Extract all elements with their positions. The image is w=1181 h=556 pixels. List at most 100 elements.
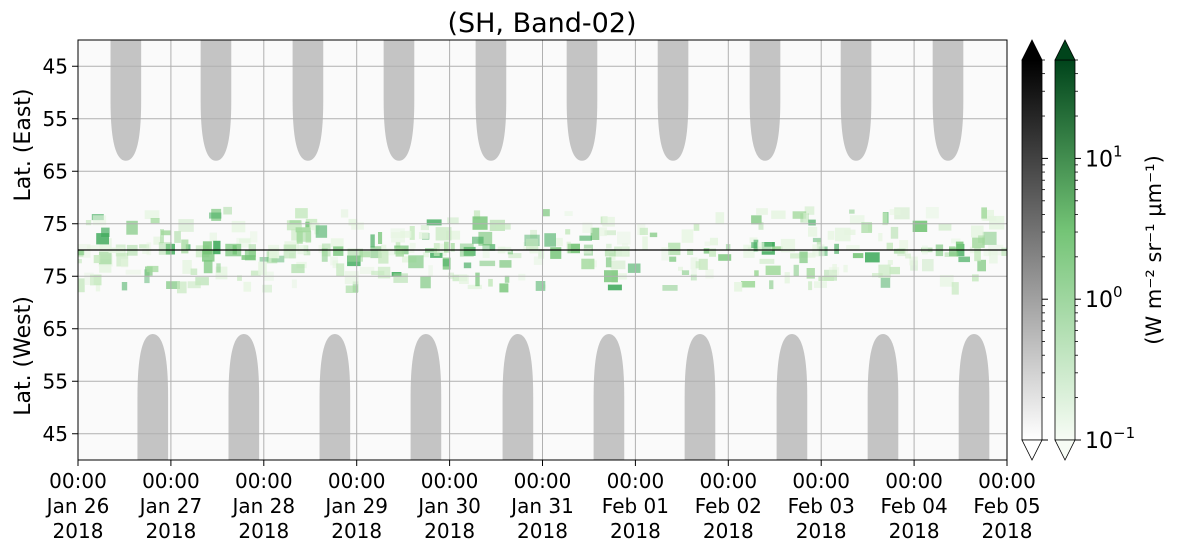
signal-patch — [972, 274, 979, 282]
signal-patch — [174, 231, 181, 243]
signal-patch — [213, 240, 221, 255]
x-tick-label: 00:00 — [142, 469, 200, 493]
signal-patch — [977, 259, 986, 272]
signal-patch — [426, 219, 442, 226]
signal-patch — [428, 265, 433, 277]
signal-patch — [649, 232, 658, 238]
signal-patch — [78, 259, 82, 264]
signal-patch — [237, 275, 242, 281]
x-tick-label: 00:00 — [328, 469, 386, 493]
signal-patch — [499, 283, 509, 293]
signal-patch — [473, 210, 481, 220]
daylight-layer — [110, 40, 990, 460]
signal-patch — [771, 246, 783, 251]
colorbar-tick-label: 10−1 — [1085, 424, 1135, 454]
signal-patch — [981, 209, 994, 221]
x-tick-label: 00:00 — [699, 469, 757, 493]
y-tick-east-label: 75 — [43, 212, 68, 236]
signal-patch — [882, 212, 888, 226]
colorbar-green-body — [1054, 59, 1076, 441]
x-tick-label: Jan 29 — [323, 494, 388, 518]
signal-patch — [139, 244, 150, 249]
signal-patch — [769, 280, 774, 290]
signal-patch — [271, 255, 285, 263]
signal-patch — [408, 255, 424, 269]
signal-patch — [463, 262, 472, 269]
signal-patch — [890, 226, 899, 239]
signal-patch — [709, 237, 718, 246]
signal-patch — [378, 232, 383, 244]
signal-patch — [662, 285, 678, 291]
signal-layer — [78, 206, 1007, 295]
signal-patch — [116, 252, 129, 267]
daylight-east-7 — [749, 40, 781, 161]
signal-patch — [579, 235, 592, 241]
signal-patch — [250, 231, 258, 243]
signal-patch — [295, 227, 311, 233]
x-tick-label: 00:00 — [792, 469, 850, 493]
x-tick-label: 2018 — [703, 519, 754, 543]
signal-patch — [606, 243, 612, 249]
signal-patch — [893, 248, 905, 254]
colorbar-green — [1054, 39, 1076, 461]
signal-patch — [814, 281, 827, 288]
signal-patch — [544, 233, 556, 247]
signal-patch — [90, 274, 102, 286]
colorbar-green-bottom-arrow — [1054, 439, 1076, 461]
signal-patch — [818, 276, 834, 281]
signal-patch — [482, 245, 490, 258]
signal-patch — [955, 241, 964, 251]
signal-patch — [982, 231, 997, 245]
signal-patch — [530, 229, 537, 239]
signal-patch — [344, 271, 359, 285]
signal-patch — [303, 251, 311, 256]
signal-patch — [757, 242, 773, 252]
x-tick-label: 00:00 — [607, 469, 665, 493]
signal-patch — [296, 231, 303, 244]
signal-patch — [843, 264, 848, 273]
y-axis-label-east: Lat. (East) — [11, 89, 36, 202]
daylight-west-8 — [867, 334, 899, 460]
signal-patch — [330, 256, 338, 266]
signal-patch — [880, 277, 891, 288]
signal-patch — [86, 245, 103, 250]
signal-patch — [347, 248, 363, 262]
signal-patch — [239, 238, 251, 243]
signal-patch — [806, 268, 815, 279]
signal-patch — [391, 232, 405, 243]
colorbar-green-top-arrow — [1054, 39, 1076, 61]
daylight-west-3 — [410, 334, 442, 460]
signal-patch — [125, 269, 142, 275]
x-tick-label: 00:00 — [235, 469, 293, 493]
signal-patch — [718, 254, 732, 261]
x-tick-label: 2018 — [796, 519, 847, 543]
x-tick-label: 2018 — [517, 519, 568, 543]
x-tick-label: 2018 — [610, 519, 661, 543]
signal-patch — [420, 276, 431, 289]
signal-patch — [978, 235, 985, 243]
signal-patch — [345, 285, 358, 293]
signal-patch — [467, 284, 482, 290]
signal-patch — [878, 264, 891, 278]
signal-patch — [420, 225, 429, 231]
signal-patch — [508, 253, 522, 259]
signal-patch — [182, 260, 192, 274]
x-tick-label: Jan 27 — [138, 494, 203, 518]
x-tick-label: 00:00 — [49, 469, 107, 493]
signal-patch — [668, 242, 681, 256]
signal-patch — [642, 236, 648, 250]
signal-patch — [359, 251, 371, 258]
signal-patch — [958, 256, 970, 263]
signal-patch — [409, 226, 415, 240]
signal-patch — [804, 206, 815, 215]
signal-patch — [555, 237, 563, 247]
signal-patch — [153, 236, 164, 245]
signal-patch — [158, 242, 172, 255]
signal-patch — [567, 243, 580, 254]
colorbar-ticks: 10−1 100 101 — [1042, 59, 1135, 454]
x-tick-label: 2018 — [238, 519, 289, 543]
signal-patch — [905, 253, 911, 259]
y-axis: 45 55 65 75 75 65 55 45 — [43, 54, 78, 446]
signal-patch — [939, 275, 954, 287]
x-tick-label: 00:00 — [421, 469, 479, 493]
